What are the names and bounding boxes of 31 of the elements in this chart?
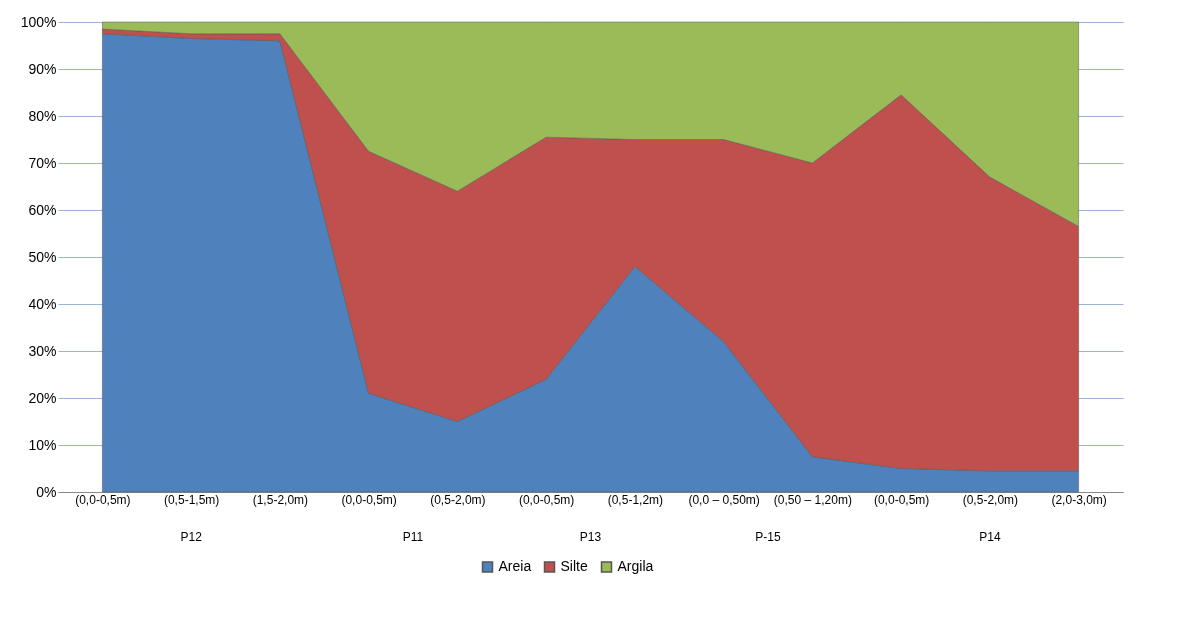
x-tick-label: (0,5-1,2m) bbox=[607, 492, 664, 507]
x-tick-label: (0,50 – 1,20m) bbox=[773, 492, 852, 507]
y-tick-label: 100% bbox=[20, 13, 57, 30]
x-tick-label: (0,5-2,0m) bbox=[430, 492, 486, 507]
y-tick-label: 10% bbox=[28, 436, 57, 453]
x-tick-label: (0,0-0,5m) bbox=[873, 492, 930, 507]
x-tick-label: (0,0-0,5m) bbox=[518, 492, 575, 507]
text: P-15 bbox=[755, 530, 781, 544]
y-tick-label: 80% bbox=[28, 107, 57, 124]
x-tick-label: (0,5-2,0m) bbox=[962, 492, 1019, 507]
y-tick-label: 40% bbox=[28, 295, 57, 312]
legend-label: Areia bbox=[498, 558, 532, 574]
x-tick-label: (0,0-0,5m) bbox=[75, 492, 131, 507]
y-tick-label: 0% bbox=[36, 483, 57, 500]
text: P14 bbox=[979, 530, 1001, 544]
x-tick-label: (2,0-3,0m) bbox=[1051, 492, 1107, 507]
y-tick-label: 20% bbox=[28, 389, 57, 406]
text: P11 bbox=[402, 530, 424, 544]
x-tick-label: (0,5-1,5m) bbox=[163, 492, 220, 507]
y-tick-label: 90% bbox=[28, 60, 57, 77]
legend-label: Argila bbox=[617, 558, 654, 574]
x-tick-label: (1,5-2,0m) bbox=[252, 492, 309, 507]
legend-label: Silte bbox=[560, 558, 588, 574]
x-tick-label: (0,0-0,5m) bbox=[341, 492, 397, 507]
y-tick-label: 60% bbox=[28, 201, 57, 218]
text: P13 bbox=[579, 530, 602, 544]
y-tick-label: 30% bbox=[28, 342, 57, 359]
text: P12 bbox=[180, 530, 203, 544]
y-tick-label: 50% bbox=[28, 248, 57, 265]
x-tick-label: (0,0 – 0,50m) bbox=[688, 492, 760, 507]
y-tick-label: 70% bbox=[28, 154, 57, 171]
